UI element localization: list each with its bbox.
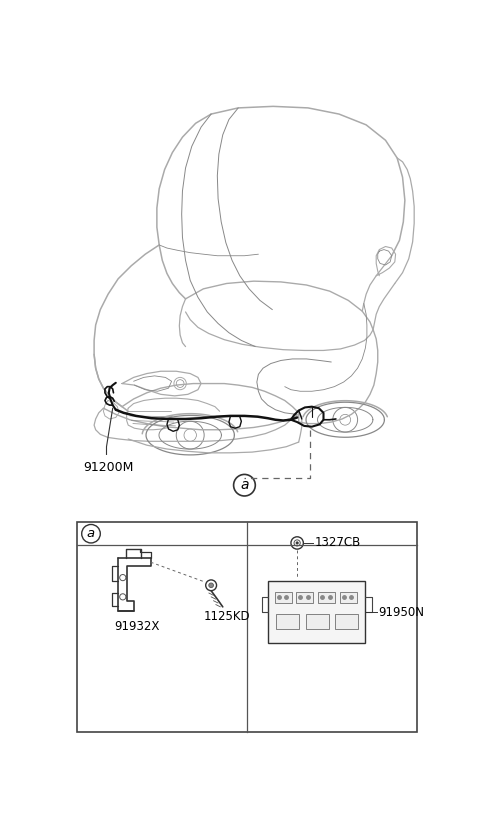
Bar xyxy=(77,522,417,731)
Bar xyxy=(318,592,335,603)
Text: a: a xyxy=(87,527,95,540)
Text: 91950N: 91950N xyxy=(379,605,424,619)
Bar xyxy=(335,614,359,630)
Bar xyxy=(340,592,357,603)
Text: 91200M: 91200M xyxy=(83,461,133,473)
Bar xyxy=(268,581,365,643)
Text: 1327CB: 1327CB xyxy=(314,536,360,549)
Circle shape xyxy=(296,542,298,544)
Circle shape xyxy=(209,583,214,588)
Text: 1125KD: 1125KD xyxy=(204,610,250,623)
Bar xyxy=(306,614,329,630)
Text: a: a xyxy=(240,478,249,492)
Bar xyxy=(296,592,313,603)
Bar xyxy=(275,592,292,603)
Bar xyxy=(276,614,300,630)
Text: 91932X: 91932X xyxy=(114,620,160,633)
